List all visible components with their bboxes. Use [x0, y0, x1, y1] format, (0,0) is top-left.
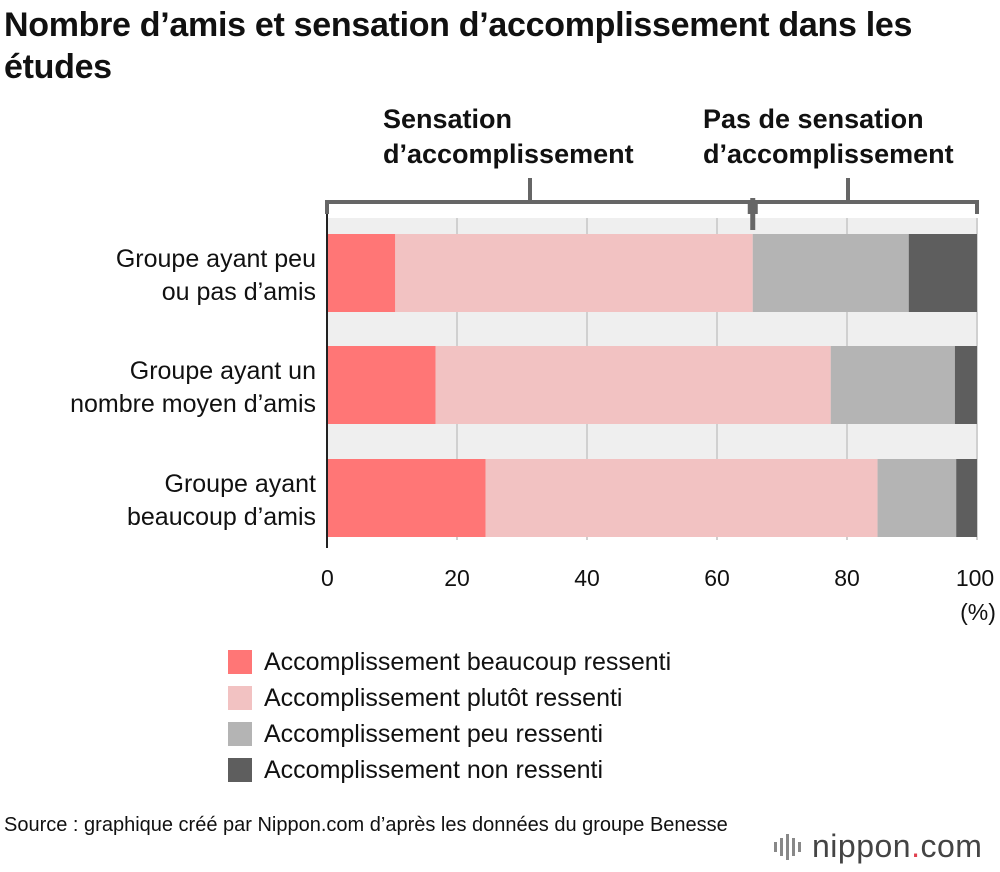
bar-segment: [908, 234, 977, 312]
category-label-line: Groupe ayant: [165, 470, 317, 498]
bracket-sensation: [325, 200, 752, 214]
legend-swatch: [228, 686, 252, 710]
group-label-line: d’accomplissement: [703, 139, 954, 169]
x-tick-label: 20: [444, 565, 470, 591]
group-label-line: Sensation: [383, 104, 512, 134]
legend-item: Accomplissement beaucoup ressenti: [228, 644, 671, 680]
category-label: Groupe ayant peu ou pas d’amis: [116, 245, 316, 306]
nippon-logo: nippon. com: [774, 828, 982, 865]
group-label-line: Pas de sensation: [703, 104, 924, 134]
group-label: Pas de sensation d’accomplissement: [703, 104, 954, 169]
x-tick-label: 40: [574, 565, 600, 591]
bar-segment: [877, 459, 957, 537]
legend-swatch: [228, 722, 252, 746]
legend-swatch: [228, 650, 252, 674]
bar-segment: [752, 234, 909, 312]
legend-label: Accomplissement non ressenti: [264, 756, 604, 784]
legend-label: Accomplissement plutôt ressenti: [264, 684, 623, 712]
legend: Accomplissement beaucoup ressenti Accompl…: [228, 644, 671, 788]
bar-segment: [954, 346, 977, 424]
chart-title: Nombre d’amis et sensation d’accomplisse…: [4, 6, 913, 86]
category-label-line: nombre moyen d’amis: [70, 390, 316, 418]
x-tick-label: 80: [834, 565, 860, 591]
bar-segment: [485, 459, 878, 537]
legend-swatch: [228, 758, 252, 782]
bar-segment: [327, 234, 396, 312]
legend-item: Accomplissement non ressenti: [228, 752, 671, 788]
bar-segment: [327, 346, 436, 424]
category-label: Groupe ayant un nombre moyen d’amis: [70, 357, 316, 418]
legend-label: Accomplissement peu ressenti: [264, 720, 604, 748]
group-label: Sensation d’accomplissement: [383, 104, 634, 169]
legend-item: Accomplissement plutôt ressenti: [228, 680, 671, 716]
bar-segment: [956, 459, 977, 537]
category-label-line: beaucoup d’amis: [127, 503, 316, 531]
category-label-line: ou pas d’amis: [162, 278, 316, 306]
source-note: Source : graphique créé par Nippon.com d…: [4, 814, 728, 836]
x-tick-label: 100: [956, 565, 994, 591]
bar-segment: [830, 346, 955, 424]
group-label-line: d’accomplissement: [383, 139, 634, 169]
legend-label: Accomplissement beaucoup ressenti: [264, 648, 672, 676]
bar-segment: [395, 234, 753, 312]
x-tick-label: 60: [704, 565, 730, 591]
category-label: Groupe ayant beaucoup d’amis: [127, 470, 316, 531]
bracket-no-sensation: [753, 200, 979, 214]
category-label-line: Groupe ayant peu: [116, 245, 316, 273]
x-tick-label: 0: [321, 565, 334, 591]
logo-name: nippon: [812, 828, 912, 864]
bar-segment: [435, 346, 831, 424]
category-label-line: Groupe ayant un: [130, 357, 316, 385]
logo-tld: com: [920, 828, 983, 864]
logo-dot: .: [911, 828, 921, 864]
x-unit-label: (%): [960, 599, 996, 625]
nippon-logo-icon: [774, 833, 804, 860]
legend-item: Accomplissement peu ressenti: [228, 716, 671, 752]
bar-segment: [327, 459, 486, 537]
